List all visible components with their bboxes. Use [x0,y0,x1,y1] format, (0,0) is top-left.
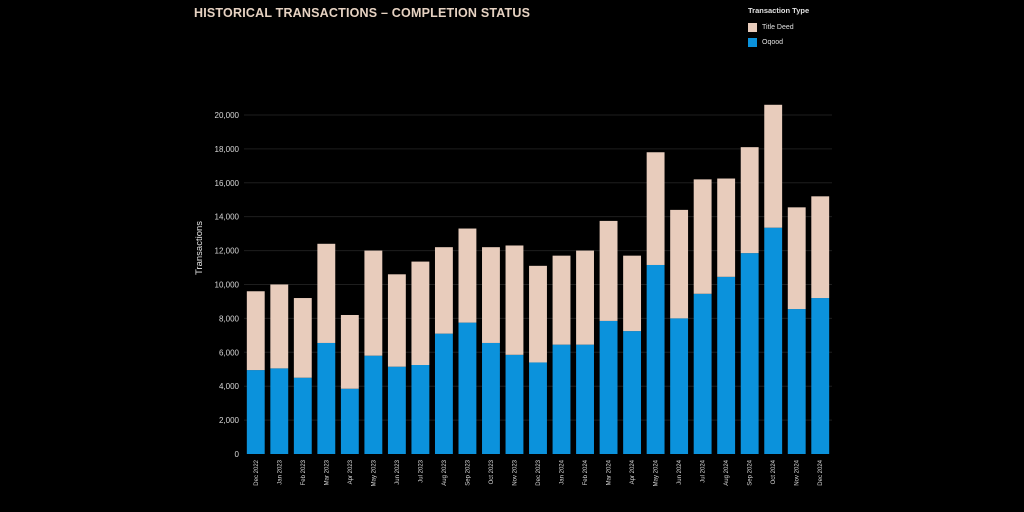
bar-oqood [340,388,359,454]
x-tick-label: May 2023 [371,459,377,486]
bar-oqood [764,227,783,454]
x-tick-label: Feb 2023 [301,459,307,485]
x-tick-label: Jun 2023 [395,459,401,484]
y-tick-label: 12,000 [215,247,240,256]
x-tick-label: Dec 2023 [536,459,542,485]
legend-label-title-deed: Title Deed [762,23,794,31]
x-tick-label: Mar 2023 [324,459,330,485]
x-tick-label: Nov 2023 [512,459,518,485]
x-tick-label: Apr 2024 [630,459,636,484]
y-tick-label: 6,000 [219,348,240,357]
x-tick-label: Oct 2023 [489,459,495,484]
legend-item-title-deed[interactable]: Title Deed [748,21,809,33]
bar-title-deed [693,179,712,294]
bar-oqood [599,320,618,454]
bar-title-deed [670,209,689,319]
bar-oqood [270,368,289,454]
y-tick-label: 14,000 [215,213,240,222]
bar-oqood [740,253,759,454]
chart-title: HISTORICAL TRANSACTIONS – COMPLETION STA… [194,6,531,20]
bar-oqood [482,342,500,454]
x-tick-label: Aug 2023 [442,459,448,485]
bar-oqood [364,355,383,454]
legend-label-oqood: Oqood [762,38,784,46]
bar-title-deed [717,178,736,277]
x-tick-label: Jan 2024 [560,459,566,484]
bar-oqood [317,342,336,454]
x-tick-label: Nov 2024 [795,459,801,485]
bar-title-deed [270,284,289,369]
bar-title-deed [246,291,265,371]
bar-oqood [434,333,453,454]
legend-swatch-oqood [748,37,757,47]
y-tick-label: 16,000 [215,179,240,188]
x-tick-label: Mar 2024 [607,459,613,485]
bar-oqood [717,276,736,454]
bar-oqood [246,370,265,454]
bar-oqood [552,344,571,454]
bar-title-deed [764,104,783,228]
x-tick-label: Jul 2023 [418,459,424,482]
bar-title-deed [529,265,547,363]
bar-oqood [623,331,642,454]
legend-title: Transaction Type [748,6,810,15]
bar-title-deed [411,261,430,365]
bar-title-deed [293,298,312,378]
y-tick-label: 0 [235,450,240,459]
x-tick-label: Dec 2022 [254,459,260,485]
x-tick-label: Sep 2023 [465,459,471,485]
bar-title-deed [340,314,359,389]
bar-title-deed [811,196,830,299]
bar-title-deed [599,220,618,321]
x-tick-label: Oct 2024 [771,459,777,484]
bar-oqood [693,293,712,454]
bar-title-deed [434,247,453,334]
bar-title-deed [505,245,524,355]
bar-title-deed [552,255,571,345]
bar-title-deed [576,250,594,345]
x-tick-label: Sep 2024 [748,459,754,485]
y-tick-label: 18,000 [215,145,240,154]
bar-oqood [529,362,547,454]
bar-oqood [576,344,594,454]
bar-oqood [505,354,524,454]
bar-oqood [646,264,665,454]
bar-title-deed [317,243,336,343]
bar-oqood [458,322,477,454]
x-tick-label: Feb 2024 [583,459,589,485]
legend-swatch-title-deed [748,22,757,32]
bar-oqood [811,298,830,454]
x-tick-label: Aug 2024 [724,459,730,485]
x-tick-label: Jul 2024 [701,459,707,482]
bar-oqood [387,366,406,454]
bar-title-deed [740,147,759,254]
legend: Transaction Type Title Deed Oqood [748,6,809,51]
bar-title-deed [387,274,406,367]
x-tick-label: May 2024 [654,459,660,486]
bar-title-deed [482,247,500,343]
bar-title-deed [458,228,477,323]
x-tick-label: Jan 2023 [277,459,283,484]
y-axis-label: Transactions [194,221,205,275]
bar-oqood [787,309,806,454]
legend-item-oqood[interactable]: Oqood [748,36,809,48]
bar-title-deed [646,152,665,265]
y-tick-label: 10,000 [215,280,240,289]
bar-oqood [293,377,312,454]
y-tick-label: 4,000 [219,382,240,391]
x-tick-label: Jun 2024 [677,459,683,484]
y-tick-label: 2,000 [219,416,240,425]
y-tick-label: 8,000 [219,314,240,323]
x-tick-label: Dec 2024 [818,459,824,485]
bar-title-deed [364,250,383,356]
bar-title-deed [623,255,642,332]
y-tick-label: 20,000 [215,111,240,120]
bar-oqood [411,365,430,454]
bar-oqood [670,318,689,454]
x-tick-label: Apr 2023 [348,459,354,484]
bar-title-deed [787,207,806,310]
